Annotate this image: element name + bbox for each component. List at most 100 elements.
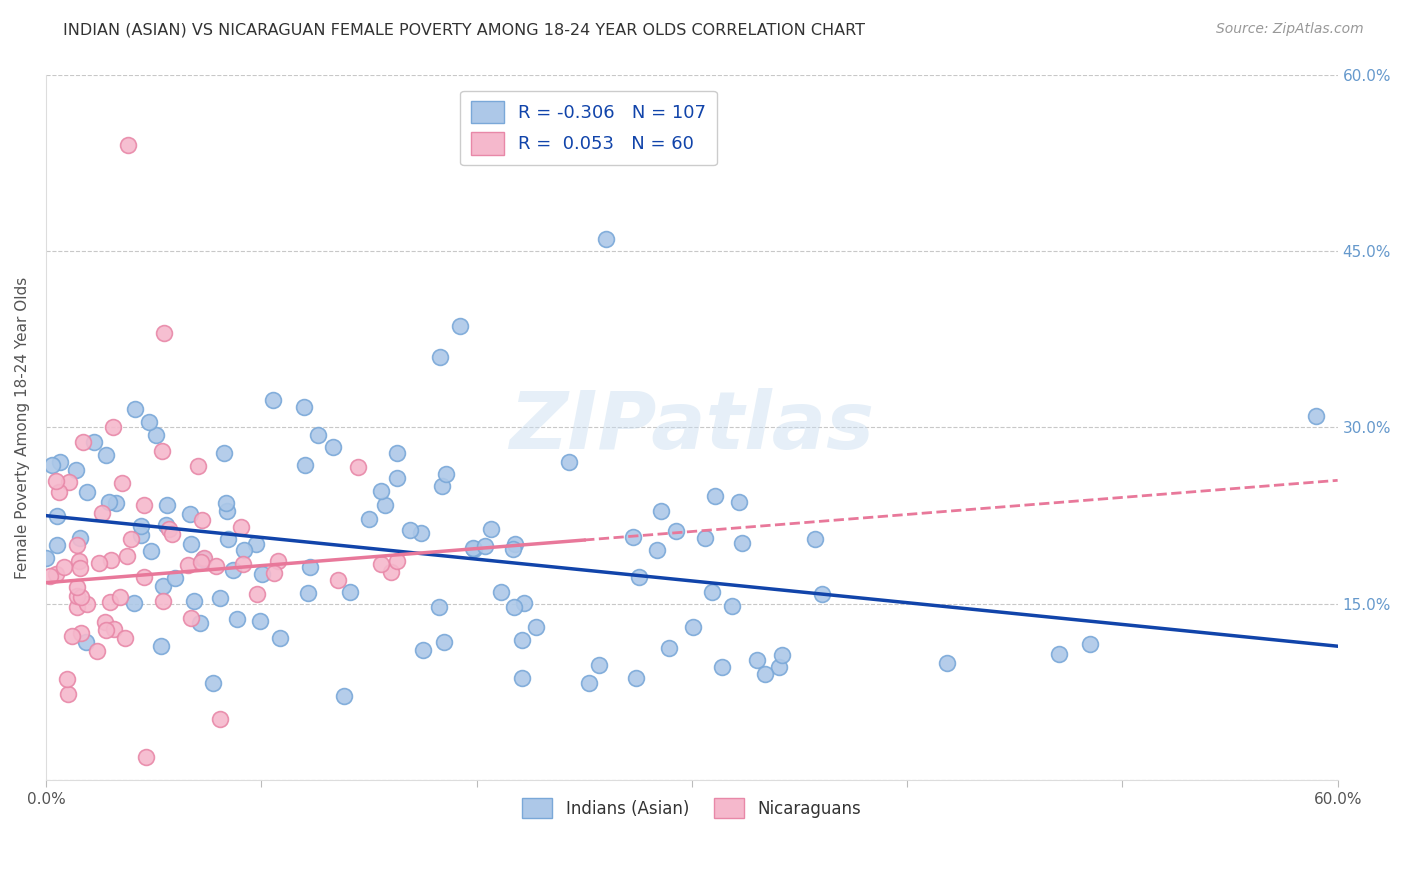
Point bbox=[231, 520, 253, 534]
Point bbox=[387, 554, 409, 568]
Point bbox=[513, 596, 536, 610]
Point bbox=[595, 232, 617, 246]
Point bbox=[69, 531, 91, 545]
Point bbox=[101, 420, 124, 434]
Point bbox=[588, 657, 610, 672]
Point bbox=[322, 440, 344, 454]
Point bbox=[152, 593, 174, 607]
Point bbox=[502, 541, 524, 556]
Point bbox=[205, 559, 228, 574]
Point bbox=[1047, 647, 1070, 661]
Point bbox=[621, 530, 644, 544]
Point bbox=[98, 595, 121, 609]
Point bbox=[135, 749, 157, 764]
Point bbox=[804, 532, 827, 546]
Point bbox=[94, 623, 117, 637]
Text: ZIPatlas: ZIPatlas bbox=[509, 388, 875, 467]
Point bbox=[180, 611, 202, 625]
Point bbox=[103, 622, 125, 636]
Point bbox=[45, 475, 67, 489]
Point bbox=[307, 428, 329, 442]
Point bbox=[150, 444, 173, 458]
Point bbox=[250, 567, 273, 582]
Point bbox=[326, 573, 349, 587]
Point bbox=[70, 591, 93, 605]
Point bbox=[1080, 637, 1102, 651]
Point bbox=[333, 689, 356, 703]
Point bbox=[695, 531, 717, 545]
Point bbox=[704, 489, 727, 503]
Point bbox=[463, 542, 485, 557]
Point bbox=[370, 483, 392, 498]
Point bbox=[510, 671, 533, 685]
Point bbox=[427, 599, 450, 614]
Point bbox=[86, 644, 108, 658]
Point bbox=[72, 434, 94, 449]
Point bbox=[129, 527, 152, 541]
Point bbox=[66, 589, 89, 603]
Point bbox=[65, 600, 87, 615]
Point bbox=[100, 553, 122, 567]
Point bbox=[226, 612, 249, 626]
Point bbox=[145, 428, 167, 442]
Point bbox=[292, 401, 315, 415]
Point bbox=[70, 626, 93, 640]
Point bbox=[160, 526, 183, 541]
Point bbox=[114, 631, 136, 645]
Point bbox=[249, 614, 271, 628]
Point bbox=[66, 580, 89, 594]
Point bbox=[156, 498, 179, 512]
Point bbox=[141, 543, 163, 558]
Point bbox=[75, 635, 97, 649]
Point bbox=[745, 653, 768, 667]
Point bbox=[503, 600, 526, 615]
Point bbox=[936, 657, 959, 671]
Point bbox=[711, 660, 734, 674]
Point bbox=[215, 495, 238, 509]
Point bbox=[645, 542, 668, 557]
Text: INDIAN (ASIAN) VS NICARAGUAN FEMALE POVERTY AMONG 18-24 YEAR OLDS CORRELATION CH: INDIAN (ASIAN) VS NICARAGUAN FEMALE POVE… bbox=[63, 22, 865, 37]
Point bbox=[134, 570, 156, 584]
Point bbox=[385, 446, 408, 460]
Point bbox=[191, 513, 214, 527]
Point bbox=[108, 590, 131, 604]
Text: Source: ZipAtlas.com: Source: ZipAtlas.com bbox=[1216, 22, 1364, 37]
Point bbox=[347, 460, 370, 475]
Point bbox=[558, 455, 581, 469]
Point bbox=[105, 496, 128, 510]
Point bbox=[811, 587, 834, 601]
Point bbox=[120, 532, 142, 546]
Point bbox=[339, 585, 361, 599]
Point bbox=[412, 643, 434, 657]
Point bbox=[76, 485, 98, 500]
Point bbox=[650, 504, 672, 518]
Point bbox=[297, 586, 319, 600]
Point bbox=[183, 594, 205, 608]
Point bbox=[479, 522, 502, 536]
Point bbox=[165, 571, 187, 585]
Point bbox=[374, 498, 396, 512]
Point bbox=[90, 506, 112, 520]
Point bbox=[111, 476, 134, 491]
Point bbox=[263, 566, 285, 580]
Point bbox=[208, 712, 231, 726]
Point bbox=[188, 616, 211, 631]
Point bbox=[52, 560, 75, 574]
Point bbox=[298, 560, 321, 574]
Point bbox=[246, 587, 269, 601]
Point bbox=[1305, 409, 1327, 423]
Point bbox=[48, 484, 70, 499]
Point bbox=[624, 671, 647, 685]
Point bbox=[65, 462, 87, 476]
Point bbox=[93, 615, 115, 629]
Point bbox=[269, 632, 291, 646]
Point bbox=[628, 570, 651, 584]
Point bbox=[267, 553, 290, 567]
Point bbox=[449, 319, 471, 334]
Point bbox=[754, 666, 776, 681]
Point bbox=[700, 585, 723, 599]
Point bbox=[153, 326, 176, 341]
Point bbox=[115, 549, 138, 563]
Point bbox=[132, 498, 155, 512]
Point bbox=[359, 512, 381, 526]
